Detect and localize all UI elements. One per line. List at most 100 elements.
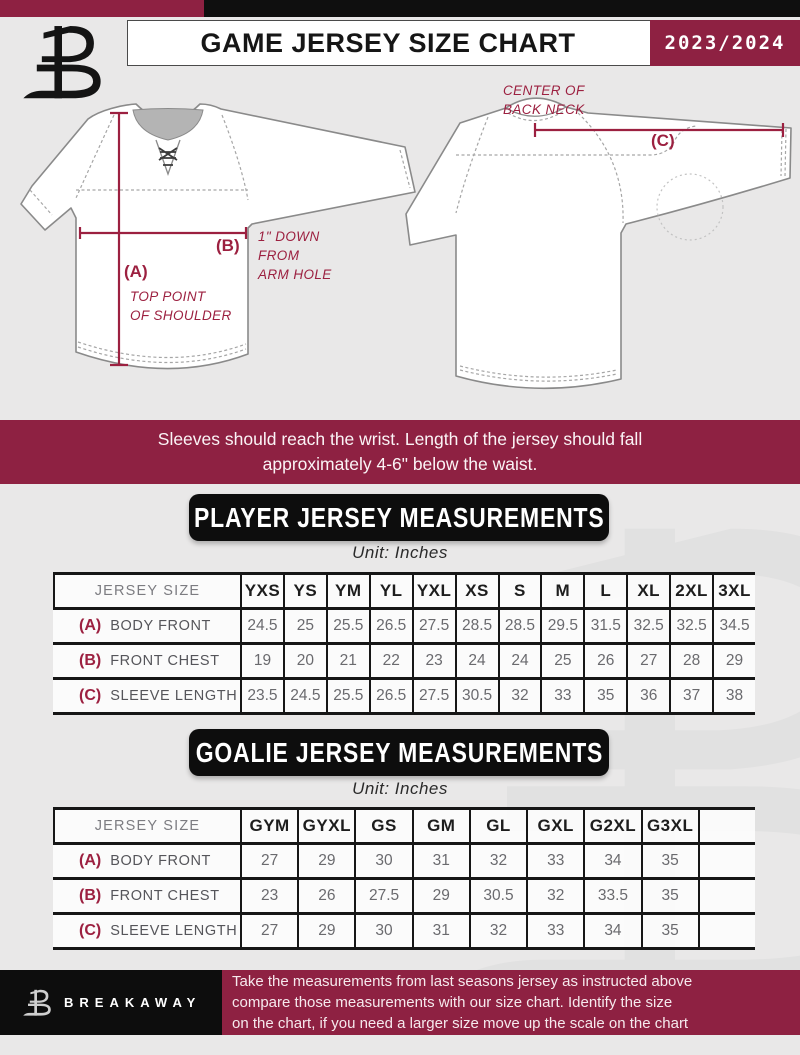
measurement-value: 29 — [712, 645, 755, 680]
size-column-header: GL — [468, 810, 527, 845]
size-column-header: GM — [411, 810, 469, 845]
measurement-value: 28 — [669, 645, 713, 680]
top-accent-strip-black — [204, 0, 800, 17]
measurement-value — [697, 880, 755, 915]
measurement-value: 32.5 — [626, 610, 670, 645]
size-column-header: GYXL — [297, 810, 355, 845]
size-column-header: GXL — [526, 810, 584, 845]
goalie-measurements-heading: GOALIE JERSEY MEASUREMENTS — [189, 729, 609, 776]
measurement-value: 27 — [240, 915, 298, 950]
size-column-header: G2XL — [583, 810, 641, 845]
measurement-value: 30 — [354, 915, 412, 950]
fit-instructions-line: Sleeves should reach the wrist. Length o… — [157, 429, 643, 449]
note-top-point-of-shoulder: TOP POINT OF SHOULDER — [130, 289, 232, 323]
measurement-value: 29.5 — [540, 610, 584, 645]
size-column-header: YXS — [240, 575, 283, 610]
row-label: (B) FRONT CHEST — [53, 880, 240, 915]
measurement-value: 38 — [712, 680, 755, 715]
measurement-value: 29 — [297, 915, 355, 950]
row-label: (C) SLEEVE LENGTH — [53, 680, 240, 715]
footer-brand-block: BREAKAWAY — [0, 970, 222, 1035]
back-jersey-diagram — [398, 83, 800, 405]
goalie-unit-label: Unit: Inches — [352, 779, 448, 798]
measurement-value: 25.5 — [325, 610, 369, 645]
measurement-value: 33 — [540, 680, 584, 715]
measurement-value: 33 — [526, 915, 584, 950]
measurement-value: 27 — [626, 645, 670, 680]
measurement-value: 31 — [411, 845, 469, 880]
fit-instructions-banner: Sleeves should reach the wrist. Length o… — [0, 420, 800, 484]
front-jersey-diagram — [18, 88, 430, 406]
footer-instruction-line: on the chart, if you need a larger size … — [232, 1015, 689, 1032]
measurement-value: 27 — [240, 845, 298, 880]
measure-label-b: (B) — [216, 236, 240, 255]
size-column-header: XS — [454, 575, 498, 610]
size-column-header: GYM — [240, 810, 298, 845]
size-column-header: M — [540, 575, 584, 610]
season-label: 2023/2024 — [664, 32, 786, 54]
measurement-value: 25 — [282, 610, 326, 645]
measurement-value: 22 — [368, 645, 412, 680]
size-column-header: YS — [282, 575, 326, 610]
measurement-value: 31 — [411, 915, 469, 950]
measurement-value: 25 — [540, 645, 584, 680]
measurement-value: 33 — [526, 845, 584, 880]
table-corner-label: JERSEY SIZE — [53, 810, 240, 845]
measurement-value: 30.5 — [454, 680, 498, 715]
measure-label-c: (C) — [651, 131, 675, 150]
measurement-value: 34 — [583, 915, 641, 950]
footer-instruction-line: compare those measurements with our size… — [232, 994, 673, 1011]
goalie-size-table: JERSEY SIZE GYM GYXL GS GM GL GXL G2XL G3XL (A) BO… — [53, 807, 755, 950]
size-column-header: L — [583, 575, 627, 610]
season-badge: 2023/2024 — [650, 20, 800, 66]
size-column-header: 3XL — [712, 575, 755, 610]
size-column-header: GS — [354, 810, 412, 845]
measurement-value: 24.5 — [240, 610, 283, 645]
measurement-value: 35 — [640, 880, 698, 915]
measurement-value: 30 — [354, 845, 412, 880]
measurement-value: 26.5 — [368, 610, 412, 645]
measurement-value: 29 — [411, 880, 469, 915]
table-corner-label: JERSEY SIZE — [53, 575, 240, 610]
measurement-value: 20 — [282, 645, 326, 680]
page-title: GAME JERSEY SIZE CHART — [200, 27, 576, 58]
measurement-value: 32 — [468, 915, 527, 950]
player-unit-label: Unit: Inches — [352, 543, 448, 562]
brand-wordmark: BREAKAWAY — [64, 995, 202, 1010]
measurement-value: 25.5 — [325, 680, 369, 715]
measurement-value: 32.5 — [669, 610, 713, 645]
player-measurements-heading: PLAYER JERSEY MEASUREMENTS — [189, 494, 609, 541]
size-column-header: XL — [626, 575, 670, 610]
size-column-header: G3XL — [640, 810, 698, 845]
measurement-value: 31.5 — [583, 610, 627, 645]
measurement-value: 21 — [325, 645, 369, 680]
measurement-value: 29 — [297, 845, 355, 880]
measurement-value: 23 — [240, 880, 298, 915]
size-column-header: YXL — [411, 575, 455, 610]
measurement-value: 26 — [297, 880, 355, 915]
row-label: (C) SLEEVE LENGTH — [53, 915, 240, 950]
measurement-value — [697, 845, 755, 880]
measurement-value: 32 — [526, 880, 584, 915]
measurement-value: 32 — [497, 680, 541, 715]
measurement-value: 27.5 — [411, 680, 455, 715]
measurement-value: 30.5 — [468, 880, 527, 915]
top-accent-strip-maroon — [0, 0, 204, 17]
measurement-value: 27.5 — [411, 610, 455, 645]
player-size-table: JERSEY SIZE YXS YS YM YL YXL XS S M L XL 2XL 3XL (A) B… — [53, 572, 755, 715]
measurement-value: 36 — [626, 680, 670, 715]
size-column-header: S — [497, 575, 541, 610]
measurement-value: 35 — [640, 845, 698, 880]
measurement-value: 32 — [468, 845, 527, 880]
measure-label-a: (A) — [124, 262, 148, 281]
measurement-value: 24.5 — [282, 680, 326, 715]
row-label: (A) BODY FRONT — [53, 610, 240, 645]
measurement-value: 34 — [583, 845, 641, 880]
size-column-header: 2XL — [669, 575, 713, 610]
measurement-value: 33.5 — [583, 880, 641, 915]
breakaway-b-logo-icon — [20, 20, 104, 106]
measurement-value — [697, 915, 755, 950]
breakaway-b-logo-icon — [22, 986, 52, 1020]
measurement-value: 37 — [669, 680, 713, 715]
footer-instruction-line: Take the measurements from last seasons … — [232, 973, 693, 990]
